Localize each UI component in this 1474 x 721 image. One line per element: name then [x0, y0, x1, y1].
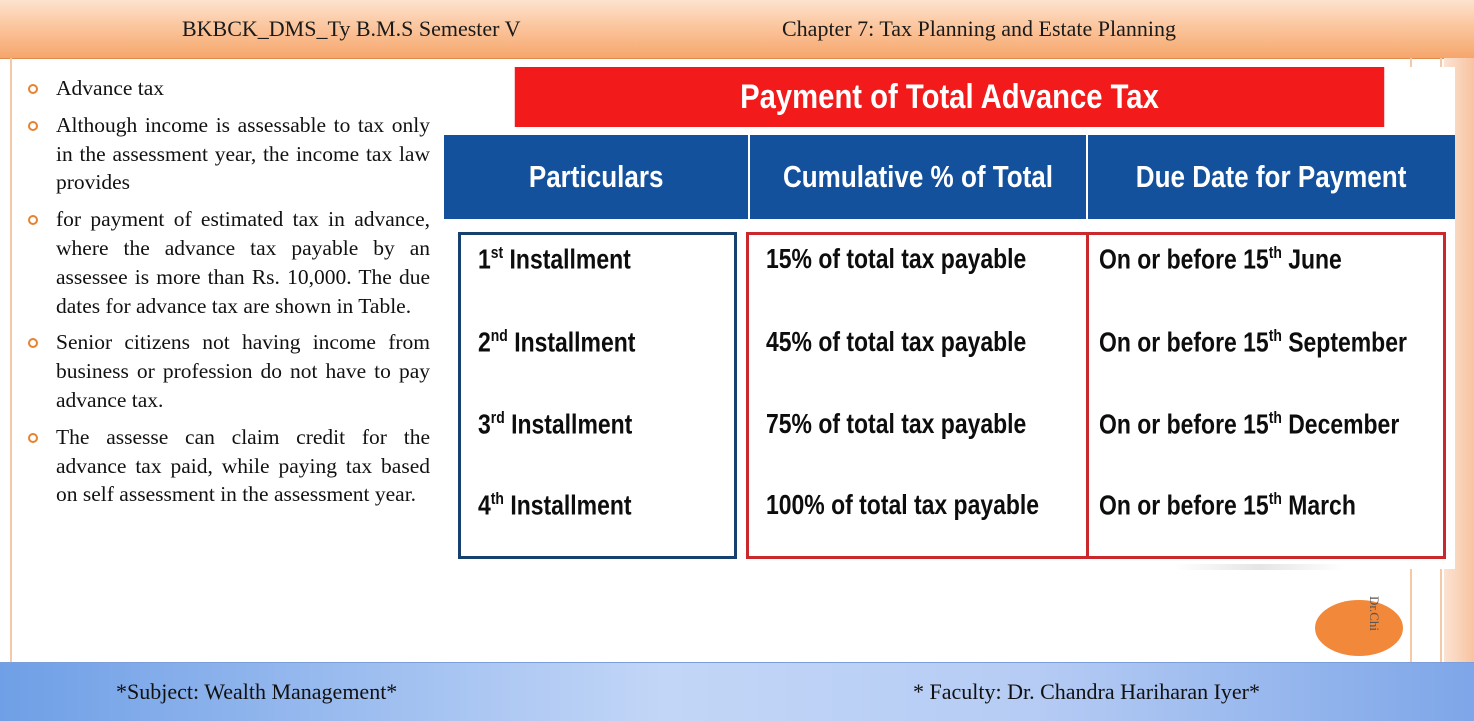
header-divider	[748, 135, 750, 219]
slide-header: BKBCK_DMS_Ty B.M.S Semester V Chapter 7:…	[0, 0, 1474, 59]
installment-cell: 4th Installment	[478, 489, 632, 521]
due-date-cell: On or before 15th September	[1099, 326, 1407, 358]
bullet-ring-icon	[28, 338, 38, 349]
due-date-cell: On or before 15th March	[1099, 489, 1356, 521]
table-header-row: Particulars Cumulative % of Total Tax Du…	[444, 135, 1455, 278]
bullet-item: Senior citizens not having income from b…	[26, 328, 430, 414]
percent-cell: 75% of total tax payable	[766, 408, 1027, 439]
percent-cell: 100% of total tax payable	[766, 489, 1040, 520]
advance-tax-table: Payment of Total Advance Tax Particulars…	[444, 67, 1455, 570]
header-divider	[1086, 135, 1088, 219]
header-cumulative: Cumulative % of Total Tax	[782, 159, 1054, 278]
values-divider	[1086, 232, 1089, 559]
particulars-box	[458, 232, 737, 559]
installment-cell: 3rd Installment	[478, 408, 633, 440]
watermark-text: Dr.Chi	[1367, 596, 1382, 632]
bullet-item: The assesse can claim credit for the adv…	[26, 423, 430, 509]
installment-cell: 1st Installment	[478, 243, 631, 275]
due-date-cell: On or before 15th June	[1099, 243, 1342, 275]
header-due-date: Due Date for Payment	[1136, 159, 1407, 194]
bullet-list: Advance tax Although income is assessabl…	[26, 74, 430, 517]
decorative-oval	[1315, 600, 1403, 656]
bullet-ring-icon	[28, 120, 38, 131]
faculty-label: * Faculty: Dr. Chandra Hariharan Iyer*	[913, 679, 1260, 704]
subject-label: *Subject: Wealth Management*	[116, 679, 398, 704]
image-artifact	[1174, 564, 1344, 570]
chapter-title: Chapter 7: Tax Planning and Estate Plann…	[782, 16, 1176, 41]
values-box	[746, 232, 1446, 559]
header-particulars: Particulars	[528, 159, 664, 194]
bullet-item: Advance tax	[26, 74, 430, 103]
frame-line-left	[10, 58, 12, 662]
course-title: BKBCK_DMS_Ty B.M.S Semester V	[182, 16, 521, 41]
installment-cell: 2nd Installment	[478, 326, 636, 358]
bullet-ring-icon	[28, 215, 38, 226]
bullet-ring-icon	[28, 84, 38, 94]
percent-cell: 45% of total tax payable	[766, 326, 1027, 357]
slide-footer: *Subject: Wealth Management* * Faculty: …	[0, 662, 1474, 721]
bullet-item: Although income is assessable to tax onl…	[26, 111, 430, 197]
bullet-ring-icon	[28, 432, 38, 443]
due-date-cell: On or before 15th December	[1099, 408, 1400, 440]
table-title: Payment of Total Advance Tax	[514, 67, 1385, 127]
bullet-item: for payment of estimated tax in advance,…	[26, 205, 430, 320]
percent-cell: 15% of total tax payable	[766, 243, 1027, 274]
